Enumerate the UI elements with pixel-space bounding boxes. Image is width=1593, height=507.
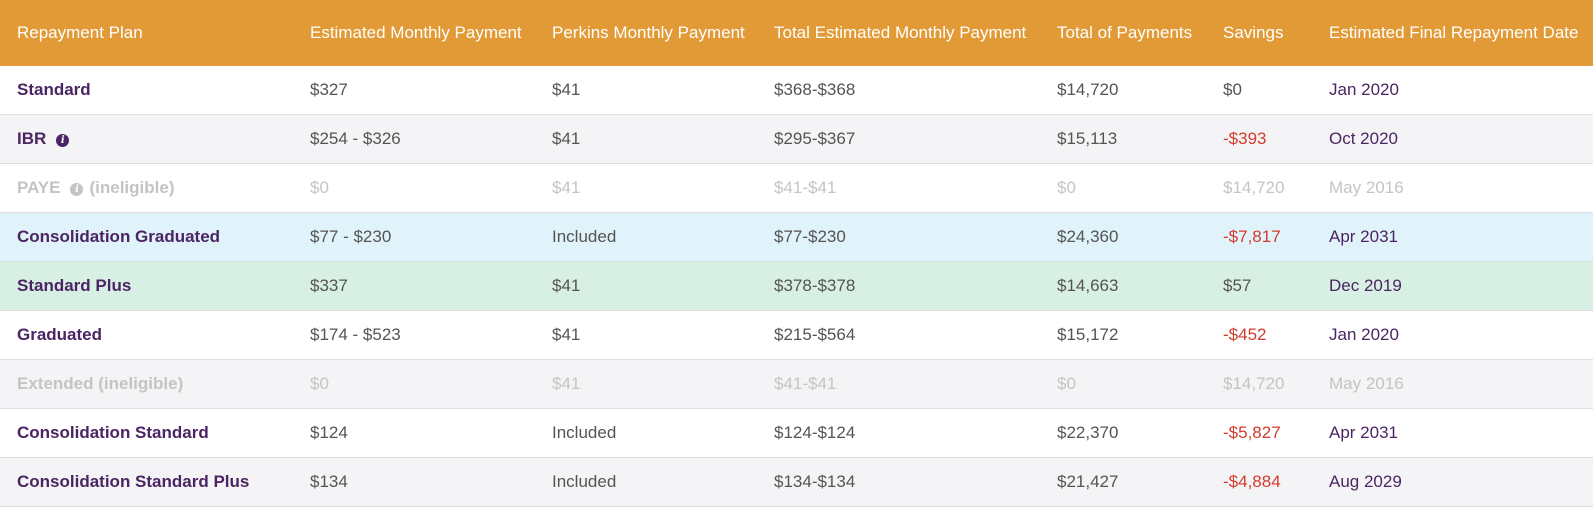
savings-cell: -$4,884 (1223, 457, 1329, 507)
plan-name: Consolidation Standard (17, 423, 209, 442)
plan-name: Standard (17, 80, 91, 99)
header-repayment-plan[interactable]: Repayment Plan (17, 23, 143, 42)
plan-name-cell: Consolidation Graduated (0, 212, 310, 262)
plan-name-cell: IBR i (0, 114, 310, 164)
header-row: Repayment Plan Estimated Monthly Payment… (0, 0, 1593, 66)
final-date-cell: May 2016 (1329, 163, 1593, 213)
plan-name-cell: Consolidation Standard (0, 408, 310, 458)
final-date-cell: Oct 2020 (1329, 114, 1593, 164)
table-row[interactable]: Consolidation Standard $124 Included $12… (0, 408, 1593, 458)
plan-name: PAYE (17, 178, 61, 197)
header-estimated-monthly-payment[interactable]: Estimated Monthly Payment (310, 23, 522, 42)
final-date-cell: Jan 2020 (1329, 66, 1593, 115)
info-icon[interactable]: i (70, 183, 84, 196)
plan-name-cell: PAYE i (ineligible) (0, 163, 310, 213)
info-icon[interactable]: i (56, 134, 70, 147)
total-monthly-cell: $215-$564 (774, 310, 1057, 360)
table-header: Repayment Plan Estimated Monthly Payment… (0, 0, 1593, 66)
header-total-of-payments[interactable]: Total of Payments (1057, 23, 1193, 42)
total-payments-cell: $22,370 (1057, 408, 1223, 458)
perkins-payment-cell: $41 (552, 261, 774, 311)
total-monthly-cell: $41-$41 (774, 163, 1057, 213)
total-monthly-cell: $77-$230 (774, 212, 1057, 262)
monthly-payment-cell: $124 (310, 408, 552, 458)
perkins-payment-cell: $41 (552, 310, 774, 360)
plan-name: Consolidation Standard Plus (17, 472, 250, 491)
header-estimated-final-repayment-date[interactable]: Estimated Final Repayment Date (1329, 23, 1579, 42)
total-payments-cell: $21,427 (1057, 457, 1223, 507)
final-date-cell: Apr 2031 (1329, 212, 1593, 262)
total-payments-cell: $14,720 (1057, 66, 1223, 115)
monthly-payment-cell: $77 - $230 (310, 212, 552, 262)
total-monthly-cell: $41-$41 (774, 359, 1057, 409)
final-date-cell: Apr 2031 (1329, 408, 1593, 458)
plan-name-cell: Consolidation Standard Plus (0, 457, 310, 507)
final-date-cell: Jan 2020 (1329, 310, 1593, 360)
monthly-payment-cell: $174 - $523 (310, 310, 552, 360)
monthly-payment-cell: $0 (310, 359, 552, 409)
monthly-payment-cell: $0 (310, 163, 552, 213)
plan-name-cell: Extended (ineligible) (0, 359, 310, 409)
savings-cell: $14,720 (1223, 359, 1329, 409)
plan-name: Graduated (17, 325, 103, 344)
table-body: Standard $327 $41 $368-$368 $14,720 $0 J… (0, 66, 1593, 507)
total-payments-cell: $15,172 (1057, 310, 1223, 360)
savings-cell: -$393 (1223, 114, 1329, 164)
table-row[interactable]: Standard $327 $41 $368-$368 $14,720 $0 J… (0, 66, 1593, 115)
total-payments-cell: $0 (1057, 359, 1223, 409)
perkins-payment-cell: $41 (552, 163, 774, 213)
table-row[interactable]: IBR i $254 - $326 $41 $295-$367 $15,113 -… (0, 114, 1593, 164)
perkins-payment-cell: Included (552, 408, 774, 458)
table-row[interactable]: Consolidation Standard Plus $134 Include… (0, 457, 1593, 507)
monthly-payment-cell: $327 (310, 66, 552, 115)
plan-name-cell: Standard (0, 66, 310, 115)
savings-cell: -$452 (1223, 310, 1329, 360)
table-row[interactable]: Graduated $174 - $523 $41 $215-$564 $15,… (0, 310, 1593, 360)
savings-cell: $57 (1223, 261, 1329, 311)
savings-cell: $0 (1223, 66, 1329, 115)
header-perkins-monthly-payment[interactable]: Perkins Monthly Payment (552, 23, 745, 42)
monthly-payment-cell: $254 - $326 (310, 114, 552, 164)
total-payments-cell: $24,360 (1057, 212, 1223, 262)
final-date-cell: Aug 2029 (1329, 457, 1593, 507)
monthly-payment-cell: $134 (310, 457, 552, 507)
total-monthly-cell: $295-$367 (774, 114, 1057, 164)
header-total-estimated-monthly-payment[interactable]: Total Estimated Monthly Payment (774, 23, 1027, 42)
savings-cell: -$7,817 (1223, 212, 1329, 262)
ineligible-tag: (ineligible) (89, 178, 175, 197)
total-payments-cell: $15,113 (1057, 114, 1223, 164)
header-savings[interactable]: Savings (1223, 23, 1284, 42)
total-payments-cell: $0 (1057, 163, 1223, 213)
total-monthly-cell: $378-$378 (774, 261, 1057, 311)
perkins-payment-cell: $41 (552, 114, 774, 164)
total-monthly-cell: $368-$368 (774, 66, 1057, 115)
perkins-payment-cell: $41 (552, 66, 774, 115)
final-date-cell: May 2016 (1329, 359, 1593, 409)
plan-name: Standard Plus (17, 276, 132, 295)
total-monthly-cell: $124-$124 (774, 408, 1057, 458)
savings-cell: $14,720 (1223, 163, 1329, 213)
perkins-payment-cell: $41 (552, 359, 774, 409)
total-monthly-cell: $134-$134 (774, 457, 1057, 507)
plan-name: IBR (17, 129, 47, 148)
table-row[interactable]: Consolidation Graduated $77 - $230 Inclu… (0, 212, 1593, 262)
plan-name: Extended (ineligible) (17, 374, 184, 393)
perkins-payment-cell: Included (552, 212, 774, 262)
table-row[interactable]: PAYE i (ineligible) $0 $41 $41-$41 $0 $14,… (0, 163, 1593, 213)
table-row[interactable]: Extended (ineligible) $0 $41 $41-$41 $0 … (0, 359, 1593, 409)
monthly-payment-cell: $337 (310, 261, 552, 311)
total-payments-cell: $14,663 (1057, 261, 1223, 311)
table-row[interactable]: Standard Plus $337 $41 $378-$378 $14,663… (0, 261, 1593, 311)
perkins-payment-cell: Included (552, 457, 774, 507)
savings-cell: -$5,827 (1223, 408, 1329, 458)
final-date-cell: Dec 2019 (1329, 261, 1593, 311)
plan-name-cell: Graduated (0, 310, 310, 360)
plan-name: Consolidation Graduated (17, 227, 221, 246)
plan-name-cell: Standard Plus (0, 261, 310, 311)
